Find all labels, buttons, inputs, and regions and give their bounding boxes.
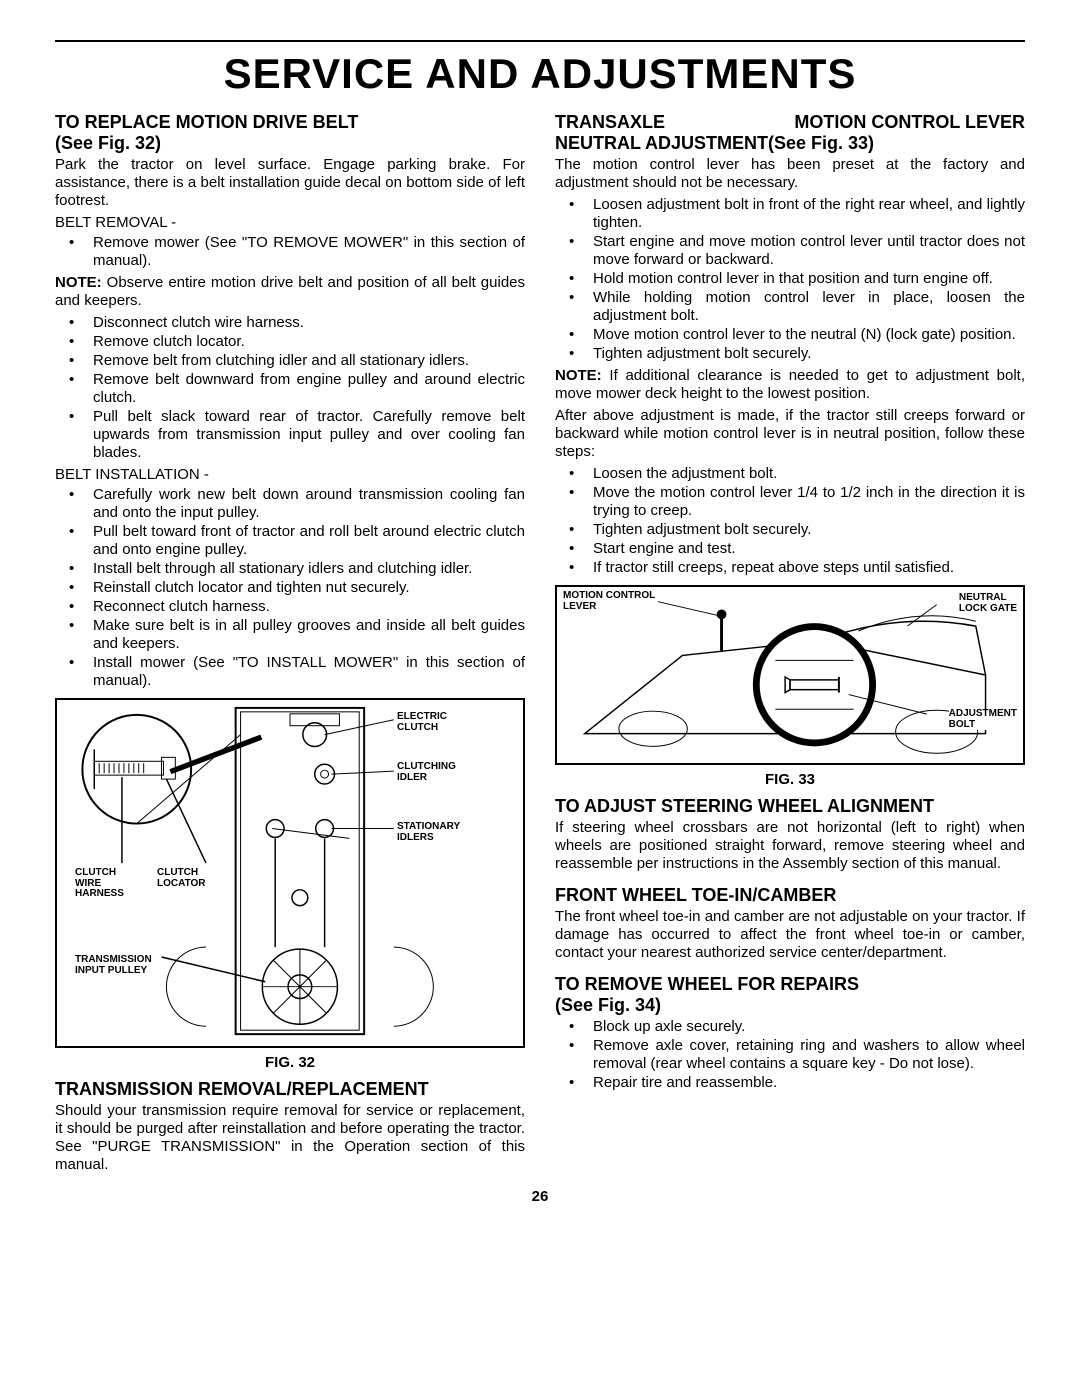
heading-remove-wheel: TO REMOVE WHEEL FOR REPAIRS (See Fig. 34… (555, 974, 1025, 1016)
list-item: Move the motion control lever 1/4 to 1/2… (555, 484, 1025, 520)
list-item: Remove belt downward from engine pulley … (55, 371, 525, 407)
list-belt-removal-1: Remove mower (See "TO REMOVE MOWER" in t… (55, 234, 525, 270)
label-neutral-lock-gate: NEUTRAL LOCK GATE (959, 593, 1017, 614)
heading-text-line2: NEUTRAL ADJUSTMENT(See Fig. 33) (555, 133, 1025, 154)
list-item: Block up axle securely. (555, 1018, 1025, 1036)
list-item: While holding motion control lever in pl… (555, 289, 1025, 325)
list-item: Install belt through all stationary idle… (55, 560, 525, 578)
figure-32-caption: FIG. 32 (55, 1054, 525, 1071)
list-remove-wheel: Block up axle securely. Remove axle cove… (555, 1018, 1025, 1092)
list-item: Pull belt toward front of tractor and ro… (55, 523, 525, 559)
para-motion-preset: The motion control lever has been preset… (555, 156, 1025, 192)
figure-33-svg (557, 587, 1023, 763)
list-item: Remove clutch locator. (55, 333, 525, 351)
heading-text-b: MOTION CONTROL LEVER (794, 112, 1025, 133)
heading-replace-belt: TO REPLACE MOTION DRIVE BELT (See Fig. 3… (55, 112, 525, 154)
heading-transmission-removal: TRANSMISSION REMOVAL/REPLACEMENT (55, 1079, 525, 1100)
label-stationary-idlers: STATIONARY IDLERS (397, 822, 460, 843)
list-belt-install: Carefully work new belt down around tran… (55, 486, 525, 690)
subhead-belt-install: BELT INSTALLATION - (55, 466, 525, 484)
note-label: NOTE: (555, 367, 602, 384)
list-item: Remove mower (See "TO REMOVE MOWER" in t… (55, 234, 525, 270)
list-item: Disconnect clutch wire harness. (55, 314, 525, 332)
figure-32-svg (57, 700, 523, 1046)
heading-text-a: TRANSAXLE (555, 112, 665, 133)
figure-32-box: ELECTRIC CLUTCH CLUTCHING IDLER STATIONA… (55, 698, 525, 1048)
note-body: If additional clearance is needed to get… (555, 367, 1025, 402)
label-adjustment-bolt: ADJUSTMENT BOLT (949, 709, 1017, 730)
list-item: Pull belt slack toward rear of tractor. … (55, 408, 525, 462)
list-item: Tighten adjustment bolt securely. (555, 521, 1025, 539)
heading-transaxle: TRANSAXLE MOTION CONTROL LEVER NEUTRAL A… (555, 112, 1025, 154)
page-title: SERVICE AND ADJUSTMENTS (55, 50, 1025, 98)
label-motion-control-lever: MOTION CONTROL LEVER (563, 591, 655, 612)
label-clutch-wire-harness: CLUTCH WIRE HARNESS (75, 868, 124, 900)
list-item: Make sure belt is in all pulley grooves … (55, 617, 525, 653)
list-item: Repair tire and reassemble. (555, 1074, 1025, 1092)
heading-text: TO REPLACE MOTION DRIVE BELT (55, 112, 358, 132)
list-creep-fix: Loosen the adjustment bolt. Move the mot… (555, 465, 1025, 577)
note-clearance: NOTE: If additional clearance is needed … (555, 367, 1025, 403)
list-item: Loosen adjustment bolt in front of the r… (555, 196, 1025, 232)
heading-text: TO REMOVE WHEEL FOR REPAIRS (555, 974, 859, 994)
list-item: Loosen the adjustment bolt. (555, 465, 1025, 483)
para-park-tractor: Park the tractor on level surface. Engag… (55, 156, 525, 210)
heading-subtext: (See Fig. 34) (555, 995, 661, 1015)
note-observe-belt: NOTE: Observe entire motion drive belt a… (55, 274, 525, 310)
list-item: Install mower (See "TO INSTALL MOWER" in… (55, 654, 525, 690)
list-belt-removal-2: Disconnect clutch wire harness. Remove c… (55, 314, 525, 462)
label-transmission-input-pulley: TRANSMISSION INPUT PULLEY (75, 955, 152, 976)
heading-subtext: (See Fig. 32) (55, 133, 161, 153)
list-item: Tighten adjustment bolt securely. (555, 345, 1025, 363)
label-clutching-idler: CLUTCHING IDLER (397, 762, 456, 783)
heading-toe-in: FRONT WHEEL TOE-IN/CAMBER (555, 885, 1025, 906)
heading-steering-align: TO ADJUST STEERING WHEEL ALIGNMENT (555, 796, 1025, 817)
list-item: Carefully work new belt down around tran… (55, 486, 525, 522)
label-clutch-locator: CLUTCH LOCATOR (157, 868, 206, 889)
top-rule (55, 40, 1025, 42)
list-item: Move motion control lever to the neutral… (555, 326, 1025, 344)
list-item: Remove axle cover, retaining ring and wa… (555, 1037, 1025, 1073)
list-neutral-adjust: Loosen adjustment bolt in front of the r… (555, 196, 1025, 363)
para-steering-align: If steering wheel crossbars are not hori… (555, 819, 1025, 873)
page-number: 26 (55, 1188, 1025, 1205)
para-transmission-removal: Should your transmission require removal… (55, 1102, 525, 1174)
label-electric-clutch: ELECTRIC CLUTCH (397, 712, 447, 733)
note-label: NOTE: (55, 274, 102, 291)
list-item: Remove belt from clutching idler and all… (55, 352, 525, 370)
left-column: TO REPLACE MOTION DRIVE BELT (See Fig. 3… (55, 108, 525, 1178)
para-after-adjust: After above adjustment is made, if the t… (555, 407, 1025, 461)
note-body: Observe entire motion drive belt and pos… (55, 274, 525, 309)
list-item: Reconnect clutch harness. (55, 598, 525, 616)
list-item: Hold motion control lever in that positi… (555, 270, 1025, 288)
subhead-belt-removal: BELT REMOVAL - (55, 214, 525, 232)
list-item: Start engine and test. (555, 540, 1025, 558)
figure-33-caption: FIG. 33 (555, 771, 1025, 788)
list-item: If tractor still creeps, repeat above st… (555, 559, 1025, 577)
right-column: TRANSAXLE MOTION CONTROL LEVER NEUTRAL A… (555, 108, 1025, 1178)
para-toe-in: The front wheel toe-in and camber are no… (555, 908, 1025, 962)
content-columns: TO REPLACE MOTION DRIVE BELT (See Fig. 3… (55, 108, 1025, 1178)
figure-33-box: MOTION CONTROL LEVER NEUTRAL LOCK GATE A… (555, 585, 1025, 765)
list-item: Reinstall clutch locator and tighten nut… (55, 579, 525, 597)
list-item: Start engine and move motion control lev… (555, 233, 1025, 269)
